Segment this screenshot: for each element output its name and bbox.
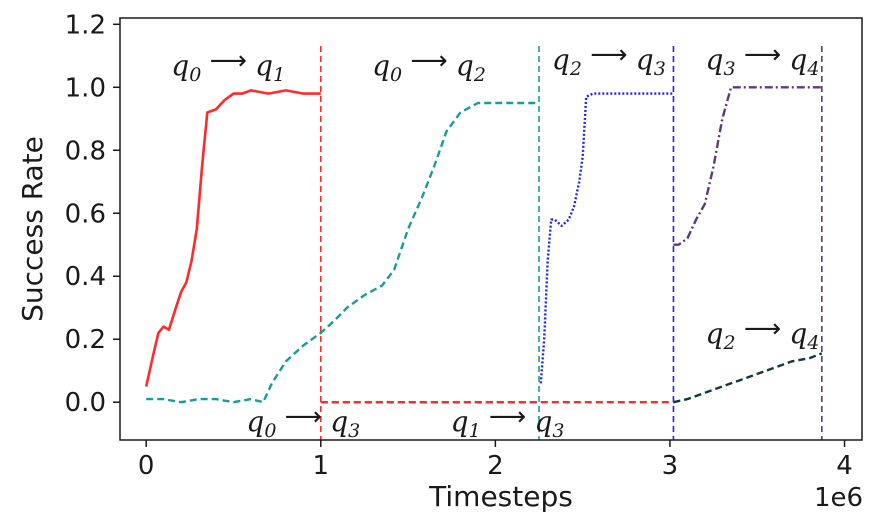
series-line-1	[146, 101, 539, 404]
x-axis-label: Timesteps	[428, 480, 573, 513]
transition-annotation-5: q0 ⟶ q3	[246, 402, 360, 442]
x-axis-multiplier: 1e6	[814, 483, 863, 513]
y-tick-label: 1.2	[65, 10, 106, 40]
y-tick-label: 0.0	[65, 388, 106, 418]
series-line-0	[144, 89, 321, 387]
y-tick-label: 0.6	[65, 199, 106, 229]
x-tick-label: 0	[138, 451, 155, 481]
transition-annotation-6: q1 ⟶ q3	[451, 402, 565, 442]
x-tick-label: 3	[662, 451, 679, 481]
series-line-4	[673, 352, 823, 404]
y-axis-label: Success Rate	[16, 136, 49, 322]
y-tick-label: 1.0	[65, 73, 106, 103]
y-tick-label: 0.4	[65, 262, 106, 292]
ticks: 0 1 2 3 4 0.0 0.2 0.4 0.6 0.8 1.0 1.2	[65, 10, 853, 481]
y-tick-label: 0.2	[65, 325, 106, 355]
x-tick-label: 2	[487, 451, 504, 481]
transition-annotation-2: q2 ⟶ q3	[552, 40, 666, 80]
series-line-2	[539, 92, 674, 384]
annotations: q0 ⟶ q1 q0 ⟶ q2 q2 ⟶ q3 q3 ⟶ q4 q2 ⟶ q4 q0 ⟶ …	[171, 40, 819, 442]
x-tick-label: 4	[836, 451, 853, 481]
transition-annotation-1: q0 ⟶ q2	[372, 46, 486, 86]
transition-annotation-0: q0 ⟶ q1	[171, 46, 285, 86]
axes-frame	[119, 17, 863, 441]
x-tick-label: 1	[313, 451, 330, 481]
plot-area	[144, 46, 823, 440]
transition-annotation-4: q2 ⟶ q4	[706, 314, 820, 354]
series-line-3	[673, 86, 822, 246]
transition-annotation-3: q3 ⟶ q4	[706, 40, 820, 80]
y-tick-label: 0.8	[65, 136, 106, 166]
